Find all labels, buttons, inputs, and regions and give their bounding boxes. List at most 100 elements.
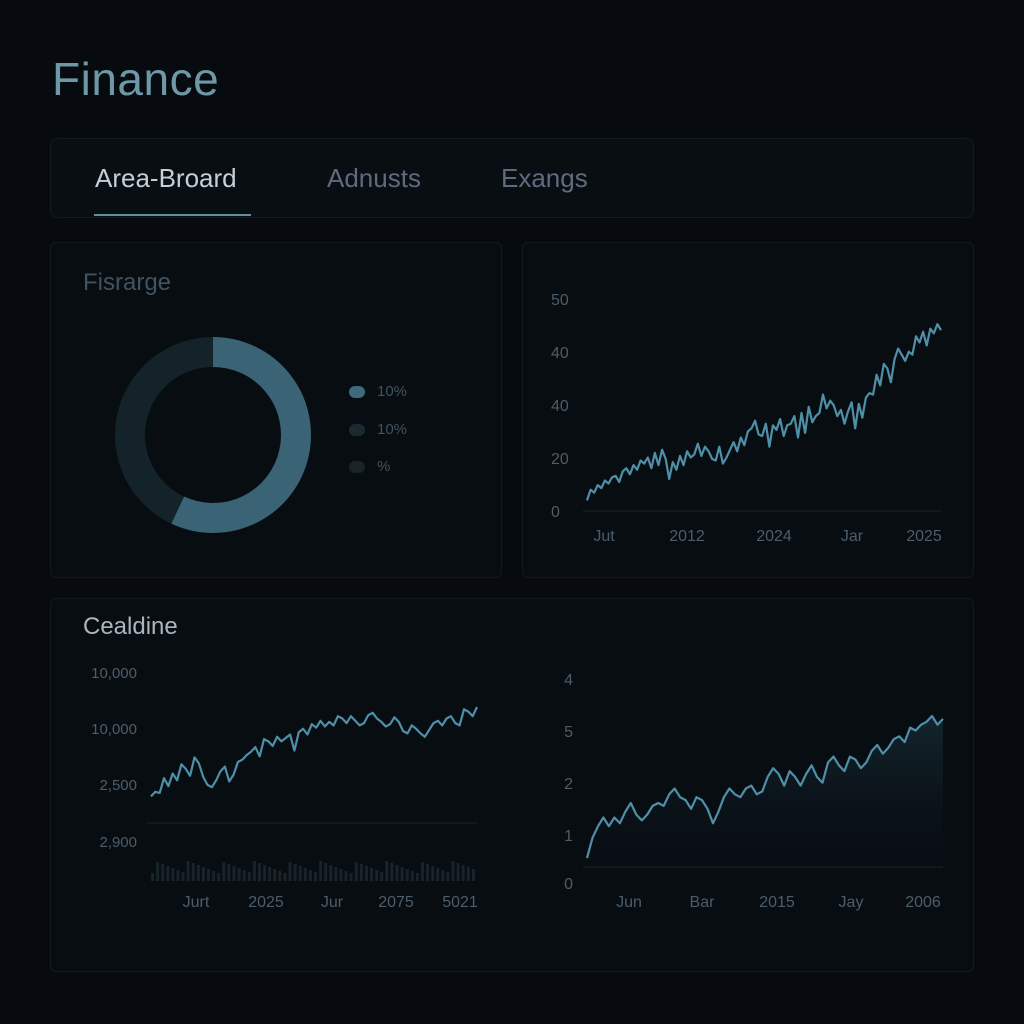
volume-bar bbox=[364, 866, 368, 881]
volume-bar bbox=[242, 870, 246, 881]
y-tick-label: 40 bbox=[551, 398, 569, 415]
volume-bar bbox=[319, 861, 323, 881]
volume-bar bbox=[324, 863, 328, 881]
y-tick-label: 10,000 bbox=[91, 721, 137, 738]
x-tick-label: Jar bbox=[841, 528, 864, 545]
x-tick-label: 2024 bbox=[756, 528, 792, 545]
y-tick-label: 1 bbox=[564, 828, 573, 845]
volume-bar bbox=[181, 872, 185, 881]
x-tick-label: 2015 bbox=[759, 894, 795, 911]
volume-bar bbox=[334, 867, 338, 881]
volume-bar bbox=[349, 873, 353, 881]
series-line bbox=[585, 323, 942, 501]
donut-slice-1 bbox=[171, 337, 311, 533]
volume-bar bbox=[359, 864, 363, 881]
volume-bar bbox=[278, 871, 282, 881]
bottom-card: Cealdine 10,000 10,000 2,500 2,900 Jurt 2025 J… bbox=[50, 598, 974, 972]
x-tick-label: Jurt bbox=[183, 894, 210, 911]
volume-bar bbox=[176, 870, 180, 881]
donut-slice-2 bbox=[115, 337, 214, 524]
y-tick-label: 20 bbox=[551, 451, 569, 468]
legend-label-3: % bbox=[377, 458, 391, 475]
volume-bar bbox=[227, 864, 231, 881]
volume-bar bbox=[257, 863, 261, 881]
volume-bar bbox=[375, 870, 379, 881]
y-tick-label: 0 bbox=[551, 504, 560, 521]
active-tab-indicator bbox=[94, 214, 251, 216]
volume-bar bbox=[191, 863, 195, 881]
volume-bar bbox=[186, 861, 190, 881]
bottom-card-title: Cealdine bbox=[83, 613, 178, 640]
tab-exangs[interactable]: Exangs bbox=[501, 163, 588, 193]
donut-card: Fisrarge 10% 10% % bbox=[50, 242, 502, 578]
volume-bar bbox=[344, 871, 348, 881]
line-chart-top: 0 20 40 40 50 Jut 2012 2024 Jar 2025 bbox=[551, 292, 942, 545]
volume-bar bbox=[166, 866, 170, 881]
volume-bar bbox=[451, 861, 455, 881]
volume-bar bbox=[390, 863, 394, 881]
volume-bar bbox=[222, 862, 226, 881]
volume-bar bbox=[410, 871, 414, 881]
donut-chart bbox=[115, 337, 311, 533]
volume-bar bbox=[252, 861, 256, 881]
volume-bar bbox=[268, 867, 272, 881]
legend-label-1: 10% bbox=[377, 383, 408, 400]
volume-bar bbox=[151, 873, 154, 881]
legend-dot-2 bbox=[349, 424, 365, 436]
volume-bar bbox=[237, 868, 241, 881]
volume-bar bbox=[298, 866, 302, 881]
volume-bar bbox=[415, 873, 419, 881]
series-line bbox=[150, 706, 478, 798]
volume-bar bbox=[201, 867, 205, 881]
y-tick-label: 4 bbox=[564, 672, 573, 689]
x-tick-label: Jun bbox=[616, 894, 642, 911]
y-tick-label: 40 bbox=[551, 345, 569, 362]
volume-bar bbox=[385, 861, 389, 881]
volume-bar bbox=[283, 873, 287, 881]
volume-bar bbox=[196, 865, 200, 881]
volume-bar bbox=[395, 865, 399, 881]
volume-bar bbox=[232, 866, 236, 881]
volume-bar bbox=[471, 869, 475, 881]
volume-bar bbox=[370, 868, 374, 881]
volume-bar bbox=[461, 865, 465, 881]
x-tick-label: 2012 bbox=[669, 528, 705, 545]
y-tick-label: 5 bbox=[564, 724, 573, 741]
volume-bar bbox=[293, 864, 297, 881]
line-chart-bottom-left: 10,000 10,000 2,500 2,900 Jurt 2025 Jur 2075 502… bbox=[91, 665, 478, 911]
x-tick-label: Jay bbox=[839, 894, 864, 911]
volume-bar bbox=[466, 867, 470, 881]
volume-bar bbox=[161, 864, 165, 881]
x-tick-label: Jut bbox=[593, 528, 615, 545]
volume-bar bbox=[207, 869, 211, 881]
volume-bar bbox=[212, 871, 216, 881]
tab-bar: Area-Broard Adnusts Exangs bbox=[50, 138, 974, 218]
x-tick-label: Bar bbox=[690, 894, 716, 911]
volume-bar bbox=[420, 862, 424, 881]
volume-bar bbox=[441, 870, 445, 881]
x-tick-label: Jur bbox=[321, 894, 344, 911]
volume-bar bbox=[314, 872, 317, 881]
volume-bar bbox=[426, 864, 430, 881]
app-title: Finance bbox=[52, 53, 220, 105]
x-tick-label: 2075 bbox=[378, 894, 414, 911]
y-tick-label: 2,900 bbox=[99, 834, 137, 851]
volume-bar bbox=[431, 866, 435, 881]
volume-bar bbox=[263, 865, 267, 881]
volume-bar bbox=[354, 862, 358, 881]
tab-adnusts[interactable]: Adnusts bbox=[327, 163, 421, 193]
volume-bar bbox=[436, 868, 440, 881]
tab-area-broard[interactable]: Area-Broard bbox=[95, 163, 237, 193]
line-chart-card-top: 0 20 40 40 50 Jut 2012 2024 Jar 2025 bbox=[522, 242, 974, 578]
donut-card-title: Fisrarge bbox=[83, 269, 172, 296]
volume-bar bbox=[156, 862, 160, 881]
volume-bar bbox=[303, 868, 307, 881]
volume-bar bbox=[400, 867, 404, 881]
volume-bar bbox=[456, 863, 460, 881]
y-tick-label: 2 bbox=[564, 776, 573, 793]
volume-bar bbox=[446, 872, 450, 881]
volume-bar bbox=[247, 872, 251, 881]
volume-bar bbox=[405, 869, 409, 881]
area-fill bbox=[587, 716, 943, 861]
volume-bar bbox=[171, 868, 175, 881]
